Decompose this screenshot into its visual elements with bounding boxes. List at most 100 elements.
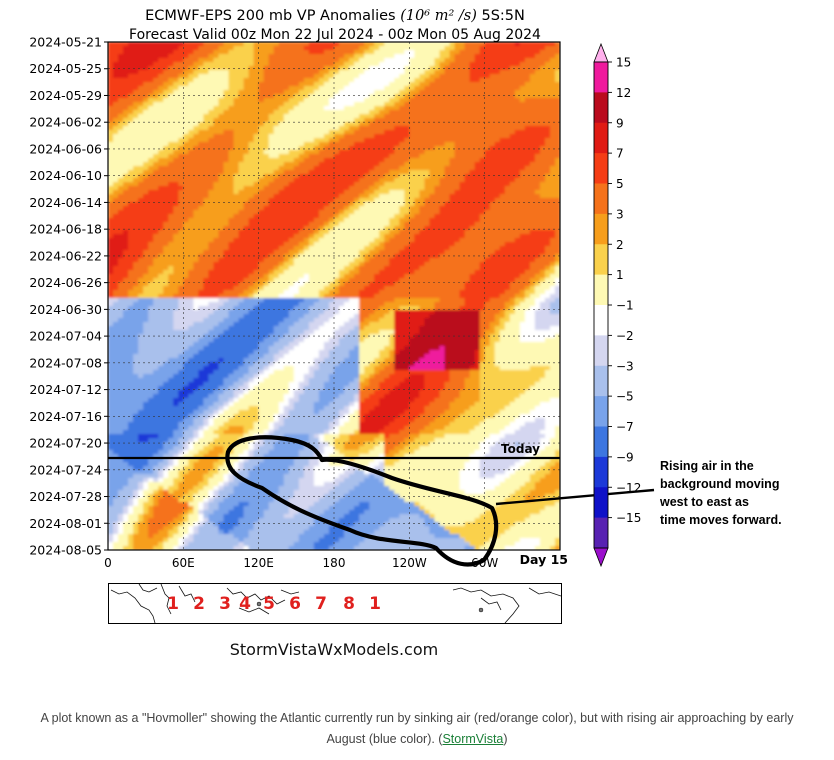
heat-cell: [268, 238, 275, 243]
heat-cell: [238, 162, 245, 167]
heat-cell: [118, 94, 124, 99]
heat-cell: [293, 246, 300, 251]
heat-cell: [148, 254, 154, 259]
heat-cell: [208, 150, 215, 155]
heat-cell: [554, 214, 560, 219]
heat-cell: [123, 110, 129, 115]
heat-cell: [113, 242, 119, 247]
heat-cell: [158, 142, 164, 147]
heat-cell: [364, 258, 370, 263]
heat-cell: [549, 114, 556, 119]
heat-cell: [479, 58, 486, 63]
heat-cell: [544, 154, 551, 159]
heat-cell: [208, 58, 215, 63]
heat-cell: [293, 146, 300, 151]
heat-cell: [489, 214, 496, 219]
heat-cell: [444, 74, 451, 79]
heat-cell: [278, 242, 285, 247]
heat-cell: [308, 230, 315, 235]
heat-cell: [113, 230, 119, 235]
heat-cell: [504, 122, 511, 127]
heat-cell: [379, 62, 385, 67]
heat-cell: [258, 186, 265, 191]
heat-cell: [349, 106, 355, 111]
heat-cell: [113, 206, 119, 211]
heat-cell: [474, 42, 481, 47]
heat-cell: [469, 94, 476, 99]
heat-cell: [173, 90, 179, 95]
heat-cell: [308, 118, 315, 123]
heat-cell: [444, 46, 451, 51]
heat-cell: [233, 210, 240, 215]
heat-cell: [464, 138, 471, 143]
heat-cell: [183, 162, 189, 167]
heat-cell: [494, 46, 501, 51]
heat-cell: [389, 86, 395, 91]
heat-cell: [459, 110, 466, 115]
heat-cell: [113, 142, 119, 147]
heat-cell: [334, 206, 340, 211]
heat-cell: [223, 114, 230, 119]
heat-cell: [158, 78, 164, 83]
heat-cell: [474, 162, 481, 167]
heat-cell: [399, 206, 405, 211]
heat-cell: [273, 218, 280, 223]
heat-cell: [514, 234, 521, 239]
heat-cell: [424, 138, 431, 143]
heat-cell: [248, 262, 255, 267]
heat-cell: [168, 42, 174, 47]
heat-cell: [539, 178, 546, 183]
heat-cell: [193, 214, 199, 219]
heat-cell: [123, 222, 129, 227]
heat-cell: [278, 138, 285, 143]
heat-cell: [263, 54, 270, 59]
heat-cell: [479, 110, 486, 115]
heat-cell: [213, 242, 220, 247]
heat-cell: [188, 42, 194, 47]
heat-cell: [449, 198, 456, 203]
heat-cell: [389, 210, 395, 215]
heat-cell: [258, 210, 265, 215]
heat-cell: [153, 174, 159, 179]
heat-cell: [359, 78, 365, 83]
heat-cell: [534, 122, 541, 127]
heat-cell: [273, 222, 280, 227]
heat-cell: [233, 262, 240, 267]
heat-cell: [359, 202, 365, 207]
heat-cell: [303, 234, 310, 239]
heat-cell: [359, 130, 365, 135]
heat-cell: [509, 206, 516, 211]
heat-cell: [213, 202, 220, 207]
heat-cell: [318, 258, 325, 263]
heat-cell: [409, 202, 415, 207]
heat-cell: [318, 230, 325, 235]
heat-cell: [253, 62, 260, 67]
heat-cell: [208, 134, 215, 139]
heat-cell: [399, 74, 405, 79]
heat-cell: [283, 166, 290, 171]
heat-cell: [133, 46, 139, 51]
heat-cell: [379, 194, 385, 199]
heat-cell: [389, 190, 395, 195]
heat-cell: [539, 166, 546, 171]
heat-cell: [539, 146, 546, 151]
heat-cell: [308, 62, 315, 67]
heat-cell: [404, 186, 410, 191]
heat-cell: [223, 102, 230, 107]
heat-cell: [409, 182, 415, 187]
heat-cell: [494, 222, 501, 227]
heat-cell: [489, 46, 496, 51]
heat-cell: [283, 246, 290, 251]
heat-cell: [424, 170, 431, 175]
heat-cell: [399, 254, 405, 259]
heat-cell: [349, 170, 355, 175]
heat-cell: [449, 62, 456, 67]
heat-cell: [268, 78, 275, 83]
heat-cell: [163, 158, 169, 163]
heat-cell: [278, 198, 285, 203]
heat-cell: [549, 54, 556, 59]
heat-cell: [529, 178, 536, 183]
heat-cell: [359, 218, 365, 223]
heat-cell: [449, 122, 456, 127]
heat-cell: [519, 66, 526, 71]
